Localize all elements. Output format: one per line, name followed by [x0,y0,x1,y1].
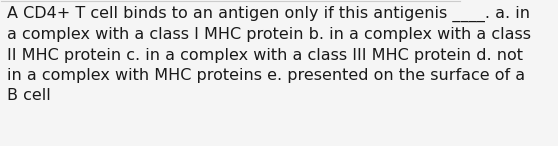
Text: A CD4+ T cell binds to an antigen only if this antigenis ____. a. in
a complex w: A CD4+ T cell binds to an antigen only i… [7,6,531,104]
